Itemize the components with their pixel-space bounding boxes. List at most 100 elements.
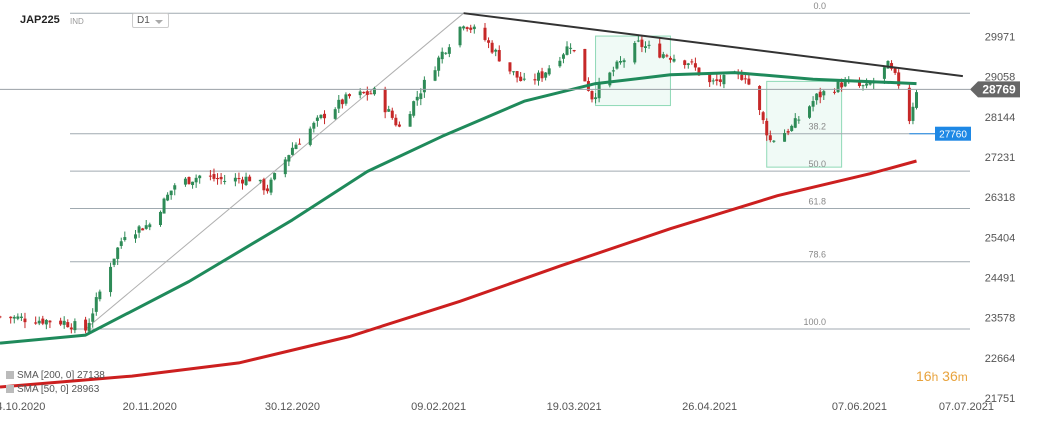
resistance-trendline[interactable] bbox=[463, 12, 963, 78]
candle-body[interactable] bbox=[686, 63, 690, 65]
candle-body[interactable] bbox=[233, 177, 237, 182]
candle-body[interactable] bbox=[490, 42, 494, 53]
candle-body[interactable] bbox=[241, 179, 244, 184]
candle-body[interactable] bbox=[815, 93, 819, 101]
candle-body[interactable] bbox=[512, 71, 516, 73]
candle-body[interactable] bbox=[216, 177, 220, 180]
candle-body[interactable] bbox=[558, 60, 562, 67]
candle-body[interactable] bbox=[390, 110, 394, 118]
candle-body[interactable] bbox=[84, 319, 88, 331]
candle-body[interactable] bbox=[797, 119, 801, 121]
candle-body[interactable] bbox=[697, 67, 701, 76]
candle-body[interactable] bbox=[440, 51, 444, 60]
candle-body[interactable] bbox=[857, 82, 861, 87]
candle-body[interactable] bbox=[91, 313, 95, 322]
candle-body[interactable] bbox=[522, 78, 526, 80]
candle-body[interactable] bbox=[515, 71, 519, 78]
candle-body[interactable] bbox=[533, 79, 537, 81]
consolidation-rectangle[interactable] bbox=[595, 35, 671, 107]
candle-body[interactable] bbox=[836, 81, 840, 93]
candle-body[interactable] bbox=[665, 55, 669, 57]
candle-body[interactable] bbox=[9, 316, 13, 319]
candle-body[interactable] bbox=[494, 49, 498, 52]
candle-body[interactable] bbox=[287, 155, 291, 162]
indicator-settings-icon[interactable] bbox=[6, 385, 14, 393]
candle-body[interactable] bbox=[116, 247, 120, 259]
candle-body[interactable] bbox=[265, 188, 269, 192]
candle-body[interactable] bbox=[683, 60, 687, 66]
candle-body[interactable] bbox=[372, 88, 376, 95]
candle-body[interactable] bbox=[633, 43, 637, 63]
candle-body[interactable] bbox=[818, 91, 822, 98]
candle-body[interactable] bbox=[643, 46, 647, 48]
candle-body[interactable] bbox=[658, 43, 662, 58]
candle-body[interactable] bbox=[865, 83, 869, 86]
candle-body[interactable] bbox=[269, 179, 273, 193]
candle-body[interactable] bbox=[422, 79, 426, 93]
candle-body[interactable] bbox=[315, 117, 319, 121]
candle-body[interactable] bbox=[87, 322, 91, 332]
candle-body[interactable] bbox=[540, 71, 544, 79]
candle-body[interactable] bbox=[758, 85, 762, 111]
candle-body[interactable] bbox=[208, 175, 212, 177]
candle-body[interactable] bbox=[497, 50, 501, 62]
sma50-line[interactable] bbox=[0, 71, 917, 345]
candle-body[interactable] bbox=[907, 87, 911, 122]
candle-body[interactable] bbox=[37, 320, 41, 324]
candle-body[interactable] bbox=[394, 117, 398, 126]
candle-body[interactable] bbox=[590, 90, 594, 100]
candle-body[interactable] bbox=[162, 198, 166, 214]
candle-body[interactable] bbox=[173, 185, 177, 190]
candle-body[interactable] bbox=[893, 67, 897, 73]
candle-body[interactable] bbox=[822, 91, 826, 96]
candle-body[interactable] bbox=[672, 58, 676, 62]
candle-body[interactable] bbox=[783, 133, 787, 142]
candle-body[interactable] bbox=[561, 54, 565, 59]
candle-body[interactable] bbox=[198, 175, 202, 179]
candle-body[interactable] bbox=[347, 94, 351, 97]
candle-body[interactable] bbox=[882, 67, 886, 79]
candle-body[interactable] bbox=[583, 48, 587, 82]
symbol-label[interactable]: JAP225 bbox=[20, 14, 60, 26]
candle-body[interactable] bbox=[472, 26, 476, 30]
candle-body[interactable] bbox=[636, 40, 640, 42]
candle-body[interactable] bbox=[911, 106, 915, 121]
candle-body[interactable] bbox=[333, 109, 337, 119]
timeframe-select[interactable]: D1 bbox=[132, 13, 169, 28]
candle-body[interactable] bbox=[790, 125, 794, 131]
candle-body[interactable] bbox=[519, 76, 523, 82]
candle-body[interactable] bbox=[469, 27, 473, 30]
candle-body[interactable] bbox=[365, 91, 369, 95]
indicator-settings-icon[interactable] bbox=[6, 371, 14, 379]
candle-body[interactable] bbox=[693, 63, 697, 68]
candle-body[interactable] bbox=[237, 178, 241, 180]
candle-body[interactable] bbox=[73, 321, 77, 331]
candle-body[interactable] bbox=[358, 91, 362, 96]
candle-body[interactable] bbox=[615, 61, 619, 69]
candle-body[interactable] bbox=[94, 297, 98, 312]
consolidation-rectangle[interactable] bbox=[766, 80, 843, 168]
candle-body[interactable] bbox=[433, 70, 437, 81]
candle-body[interactable] bbox=[158, 211, 162, 226]
candle-body[interactable] bbox=[808, 106, 812, 118]
candle-body[interactable] bbox=[16, 316, 20, 319]
candle-body[interactable] bbox=[661, 54, 665, 58]
candle-body[interactable] bbox=[308, 128, 312, 145]
candle-body[interactable] bbox=[258, 179, 262, 182]
candle-body[interactable] bbox=[397, 124, 401, 127]
candle-body[interactable] bbox=[458, 26, 462, 46]
legend-item-sma200[interactable]: SMA [200, 0] 27138 bbox=[6, 370, 105, 381]
candle-body[interactable] bbox=[219, 176, 223, 180]
candle-body[interactable] bbox=[362, 91, 366, 94]
candle-body[interactable] bbox=[722, 74, 726, 85]
candle-body[interactable] bbox=[148, 224, 152, 228]
candle-body[interactable] bbox=[886, 60, 890, 69]
candle-body[interactable] bbox=[462, 26, 466, 29]
candle-body[interactable] bbox=[66, 322, 70, 328]
candle-body[interactable] bbox=[622, 60, 626, 63]
candle-body[interactable] bbox=[547, 68, 551, 75]
candle-body[interactable] bbox=[668, 57, 672, 60]
candle-body[interactable] bbox=[786, 131, 790, 133]
candle-body[interactable] bbox=[915, 92, 919, 108]
candle-body[interactable] bbox=[312, 122, 316, 129]
